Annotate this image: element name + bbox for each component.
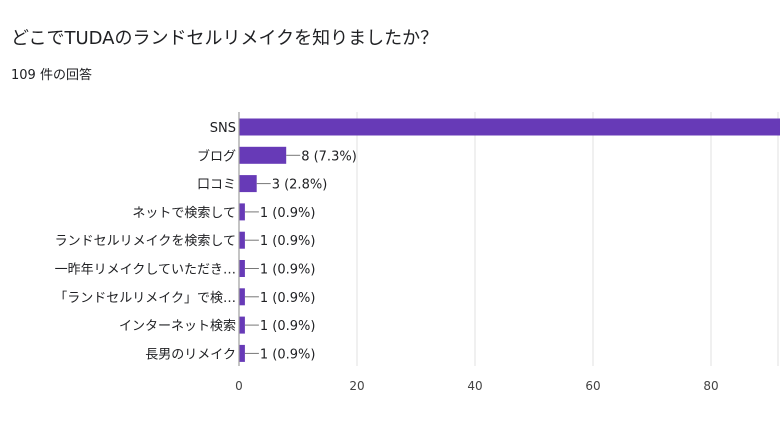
- category-label: ランドセルリメイクを検索して: [55, 234, 236, 249]
- bar: [239, 231, 245, 249]
- x-tick-label: 0: [235, 379, 243, 393]
- data-label: 1 (0.9%): [260, 206, 316, 221]
- category-label: 長男のリメイク: [145, 347, 236, 362]
- category-label: 一昨年リメイクしていただき…: [55, 263, 236, 278]
- x-tick-label: 80: [703, 379, 718, 393]
- bar: [239, 260, 245, 277]
- response-count: 109 件の回答: [11, 68, 92, 83]
- category-label: ブログ: [197, 148, 236, 164]
- category-label: SNS: [210, 121, 236, 136]
- bar: [239, 146, 287, 164]
- question-title: どこでTUDAのランドセルリメイクを知りましたか？: [11, 28, 439, 49]
- category-label: 口コミ: [197, 178, 236, 193]
- data-label: 8 (7.3%): [301, 149, 357, 164]
- data-label: 1 (0.9%): [260, 263, 316, 278]
- bar: [239, 316, 245, 334]
- data-label: 1 (0.9%): [260, 291, 316, 306]
- category-label: 「ランドセルリメイク」で検…: [54, 291, 236, 306]
- data-label: 1 (0.9%): [260, 347, 316, 362]
- x-tick-label: 40: [467, 379, 482, 393]
- bar: [239, 344, 245, 362]
- category-label: ネットで検索して: [132, 206, 236, 221]
- x-tick-label: 20: [349, 379, 364, 393]
- x-tick-label: 60: [585, 379, 600, 393]
- category-label: インターネット検索: [119, 319, 236, 334]
- data-label: 3 (2.8%): [272, 178, 328, 193]
- bar: [239, 118, 780, 136]
- data-label: 1 (0.9%): [260, 234, 316, 249]
- bar: [239, 203, 245, 221]
- bar: [239, 175, 257, 193]
- bar: [239, 288, 245, 306]
- data-label: 1 (0.9%): [260, 319, 316, 334]
